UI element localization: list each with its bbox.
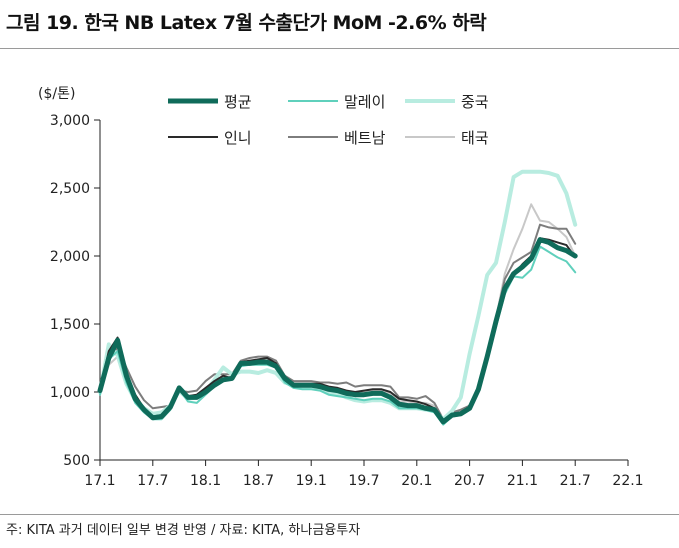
x-tick-label: 21.1	[507, 473, 538, 489]
legend-label: 베트남	[344, 129, 386, 147]
x-tick-label: 19.1	[296, 473, 327, 489]
y-tick-label: 2,500	[50, 181, 90, 197]
y-tick-label: 1,500	[50, 317, 90, 333]
legend-label: 인니	[224, 129, 252, 147]
x-tick-label: 20.7	[454, 473, 485, 489]
y-tick-label: 2,000	[50, 249, 90, 265]
axes: 500 1,000 1,500 2,000 2,500 3,000 17.1 17.7 18.1…	[50, 113, 644, 489]
legend-label: 태국	[461, 129, 489, 147]
x-tick-label: 17.1	[84, 473, 115, 489]
series-lines	[97, 169, 578, 426]
y-tick-label: 500	[63, 453, 90, 469]
source-divider	[0, 514, 679, 515]
series-line-1	[97, 237, 578, 425]
x-tick-label: 19.7	[348, 473, 379, 489]
legend-label: 말레이	[344, 93, 385, 111]
legend-label: 평균	[224, 93, 252, 111]
y-tick-label: 3,000	[50, 113, 90, 129]
x-tick-label: 22.1	[612, 473, 643, 489]
x-tick-label: 17.7	[137, 473, 168, 489]
title-divider	[0, 48, 679, 49]
x-tick-label: 21.7	[560, 473, 591, 489]
x-tick-label: 20.1	[401, 473, 432, 489]
x-tick-label: 18.7	[243, 473, 274, 489]
legend-label: 중국	[461, 93, 489, 111]
y-axis-unit-label: ($/톤)	[38, 86, 75, 102]
x-tick-label: 18.1	[190, 473, 221, 489]
chart-title: 그림 19. 한국 NB Latex 7월 수출단가 MoM -2.6% 하락	[6, 12, 487, 34]
y-tick-label: 1,000	[50, 385, 90, 401]
source-note: 주: KITA 과거 데이터 일부 변경 반영 / 자료: KITA, 하나금융…	[6, 523, 361, 538]
